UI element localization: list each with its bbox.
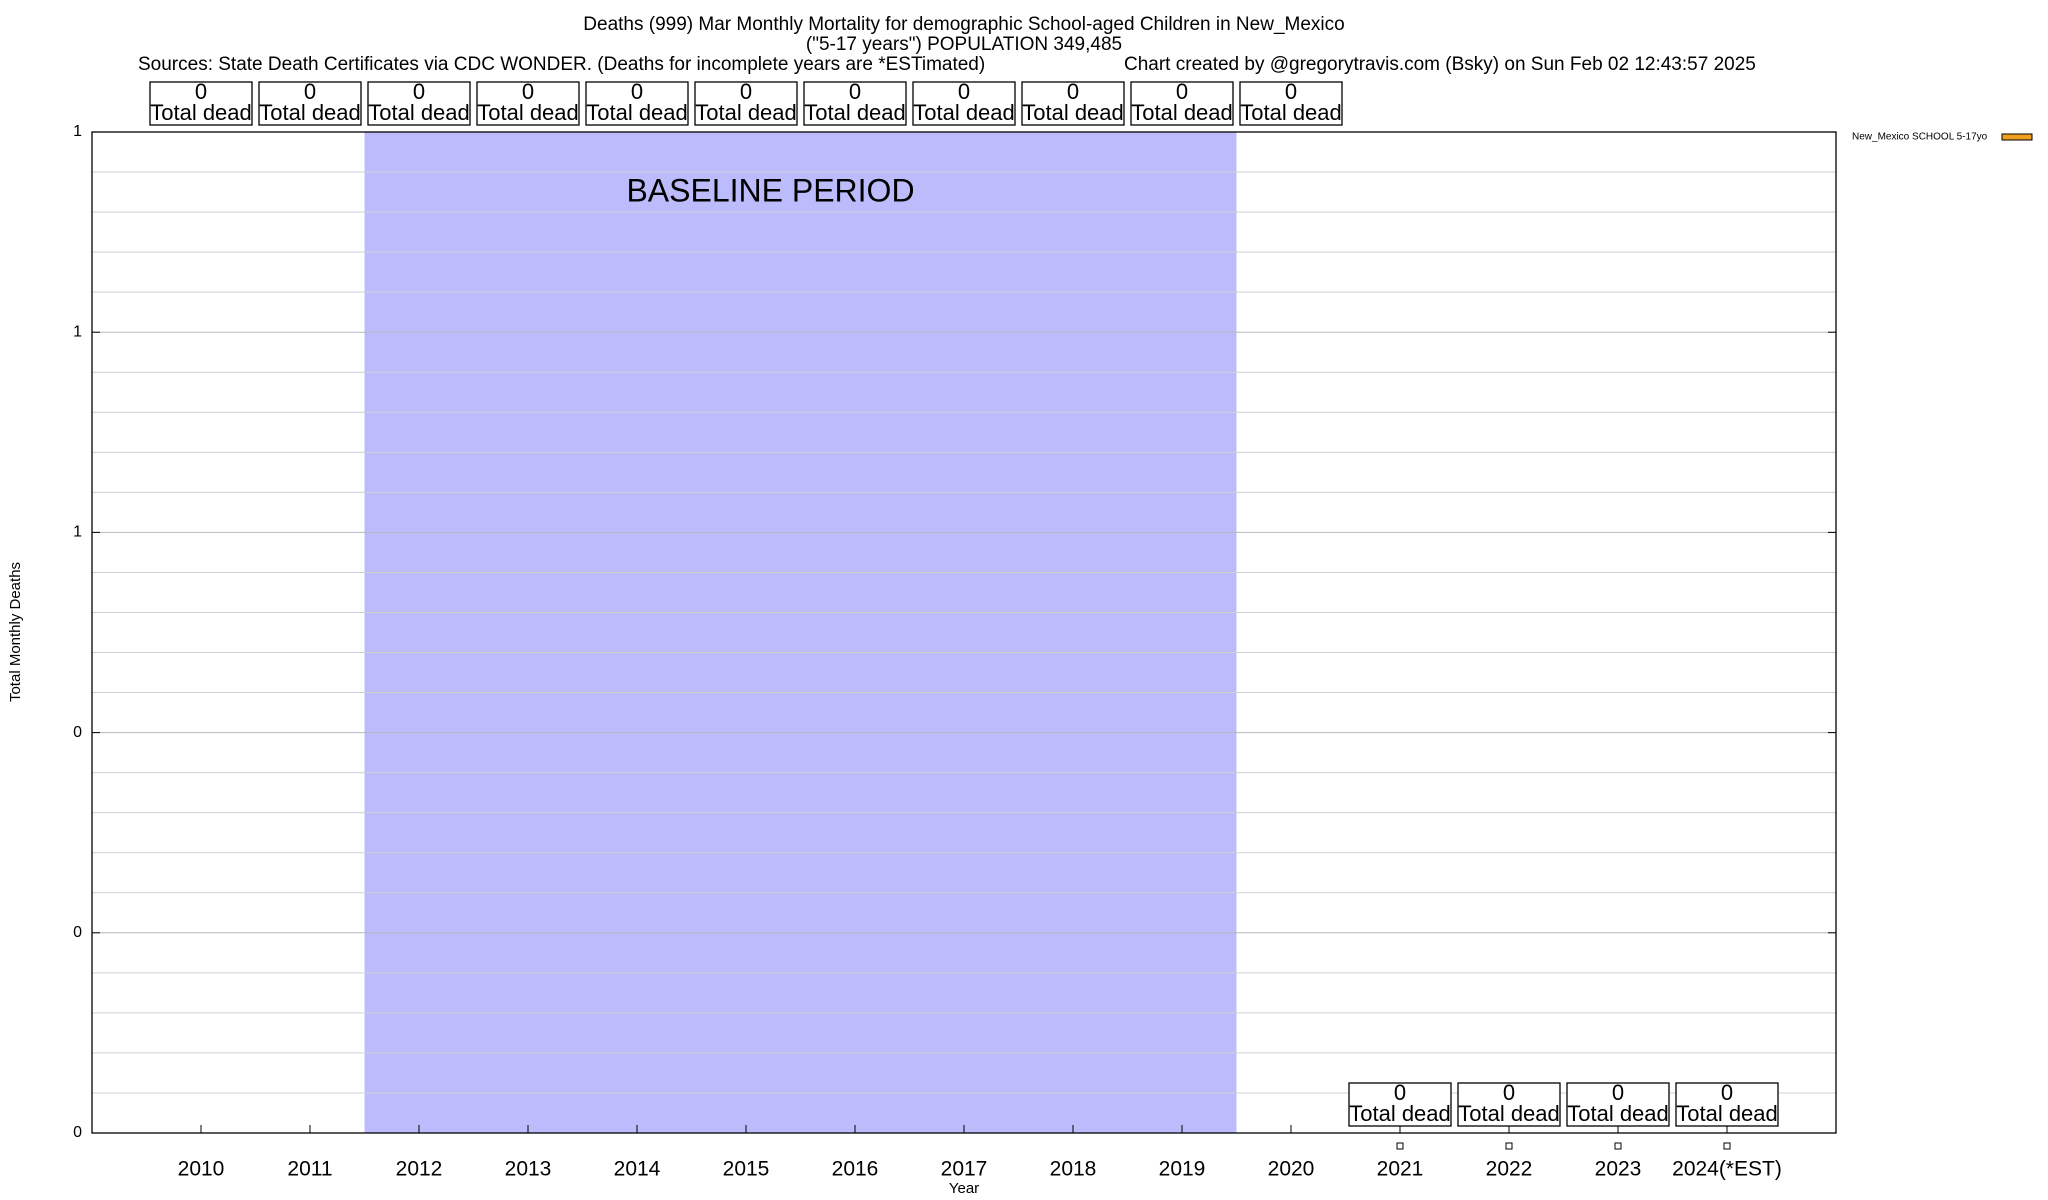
x-tick-label: 2019 bbox=[1159, 1158, 1206, 1181]
value-label: 0 bbox=[1721, 1080, 1733, 1105]
value-label-box bbox=[367, 81, 471, 126]
value-label-box bbox=[1566, 1082, 1670, 1127]
value-label-box bbox=[694, 81, 798, 126]
y-tick-label: 0 bbox=[73, 1124, 82, 1141]
y-axis-label: Total Monthly Deaths bbox=[7, 562, 24, 702]
value-label-text: Total dead bbox=[1458, 1101, 1560, 1126]
value-label-box bbox=[585, 81, 689, 126]
value-label-text: Total dead bbox=[259, 100, 361, 125]
value-label: 0 bbox=[413, 79, 425, 104]
source-note: Sources: State Death Certificates via CD… bbox=[138, 54, 985, 75]
value-label-box bbox=[1239, 81, 1343, 126]
value-label-text: Total dead bbox=[804, 100, 906, 125]
value-label-box bbox=[1130, 81, 1234, 126]
value-label-text: Total dead bbox=[1022, 100, 1124, 125]
x-tick-label: 2018 bbox=[1050, 1158, 1097, 1181]
value-label-box bbox=[1675, 1082, 1779, 1127]
x-tick-label: 2014 bbox=[614, 1158, 661, 1181]
y-tick-label: 1 bbox=[73, 123, 82, 140]
value-label-text: Total dead bbox=[695, 100, 797, 125]
legend-label: New_Mexico SCHOOL 5-17yo bbox=[1852, 132, 1988, 143]
x-tick-label: 2017 bbox=[941, 1158, 988, 1181]
value-label-text: Total dead bbox=[586, 100, 688, 125]
value-label: 0 bbox=[195, 79, 207, 104]
value-label-text: Total dead bbox=[477, 100, 579, 125]
value-label: 0 bbox=[1503, 1080, 1515, 1105]
chart-title: Deaths (999) Mar Monthly Mortality for d… bbox=[583, 14, 1344, 35]
value-label-box bbox=[476, 81, 580, 126]
value-label: 0 bbox=[1612, 1080, 1624, 1105]
credit-note: Chart created by @gregorytravis.com (Bsk… bbox=[1124, 54, 1756, 75]
y-tick-label: 0 bbox=[73, 924, 82, 941]
point-marker bbox=[1505, 1142, 1513, 1150]
x-tick-label: 2020 bbox=[1268, 1158, 1315, 1181]
value-label: 0 bbox=[740, 79, 752, 104]
x-tick-label: 2013 bbox=[505, 1158, 552, 1181]
value-label-text: Total dead bbox=[1131, 100, 1233, 125]
point-marker bbox=[1614, 1142, 1622, 1150]
value-label-text: Total dead bbox=[1349, 1101, 1451, 1126]
value-label-text: Total dead bbox=[1567, 1101, 1669, 1126]
x-tick-label: 2023 bbox=[1595, 1158, 1642, 1181]
value-label: 0 bbox=[1394, 1080, 1406, 1105]
baseline-region bbox=[364, 132, 1237, 1133]
value-label-text: Total dead bbox=[1240, 100, 1342, 125]
x-tick-label: 2012 bbox=[396, 1158, 443, 1181]
value-label: 0 bbox=[849, 79, 861, 104]
value-label-box bbox=[1457, 1082, 1561, 1127]
value-label-text: Total dead bbox=[368, 100, 470, 125]
x-tick-label: 2011 bbox=[287, 1158, 332, 1181]
value-label-text: Total dead bbox=[913, 100, 1015, 125]
point-marker bbox=[1396, 1142, 1404, 1150]
value-label-box bbox=[258, 81, 362, 126]
baseline-label: BASELINE PERIOD bbox=[626, 172, 914, 208]
legend-swatch bbox=[2001, 133, 2033, 141]
value-label: 0 bbox=[958, 79, 970, 104]
y-tick-label: 0 bbox=[73, 724, 82, 741]
value-label: 0 bbox=[522, 79, 534, 104]
value-label-box bbox=[912, 81, 1016, 126]
value-label-box bbox=[803, 81, 907, 126]
value-label-text: Total dead bbox=[150, 100, 252, 125]
x-tick-label: 2010 bbox=[178, 1158, 225, 1181]
y-tick-label: 1 bbox=[73, 323, 82, 340]
x-tick-label: 2024(*EST) bbox=[1672, 1158, 1782, 1181]
y-tick-label: 1 bbox=[73, 524, 82, 541]
value-label: 0 bbox=[631, 79, 643, 104]
value-label-text: Total dead bbox=[1676, 1101, 1778, 1126]
point-marker bbox=[1723, 1142, 1731, 1150]
x-tick-label: 2022 bbox=[1486, 1158, 1533, 1181]
chart-subtitle: ("5-17 years") POPULATION 349,485 bbox=[806, 34, 1122, 55]
value-label-box bbox=[1348, 1082, 1452, 1127]
value-label-box bbox=[149, 81, 253, 126]
value-label: 0 bbox=[304, 79, 316, 104]
x-tick-label: 2021 bbox=[1377, 1158, 1424, 1181]
value-label: 0 bbox=[1067, 79, 1079, 104]
value-label: 0 bbox=[1285, 79, 1297, 104]
x-tick-label: 2015 bbox=[723, 1158, 770, 1181]
value-label-box bbox=[1021, 81, 1125, 126]
x-axis-label: Year bbox=[949, 1180, 979, 1197]
value-label: 0 bbox=[1176, 79, 1188, 104]
x-tick-label: 2016 bbox=[832, 1158, 879, 1181]
